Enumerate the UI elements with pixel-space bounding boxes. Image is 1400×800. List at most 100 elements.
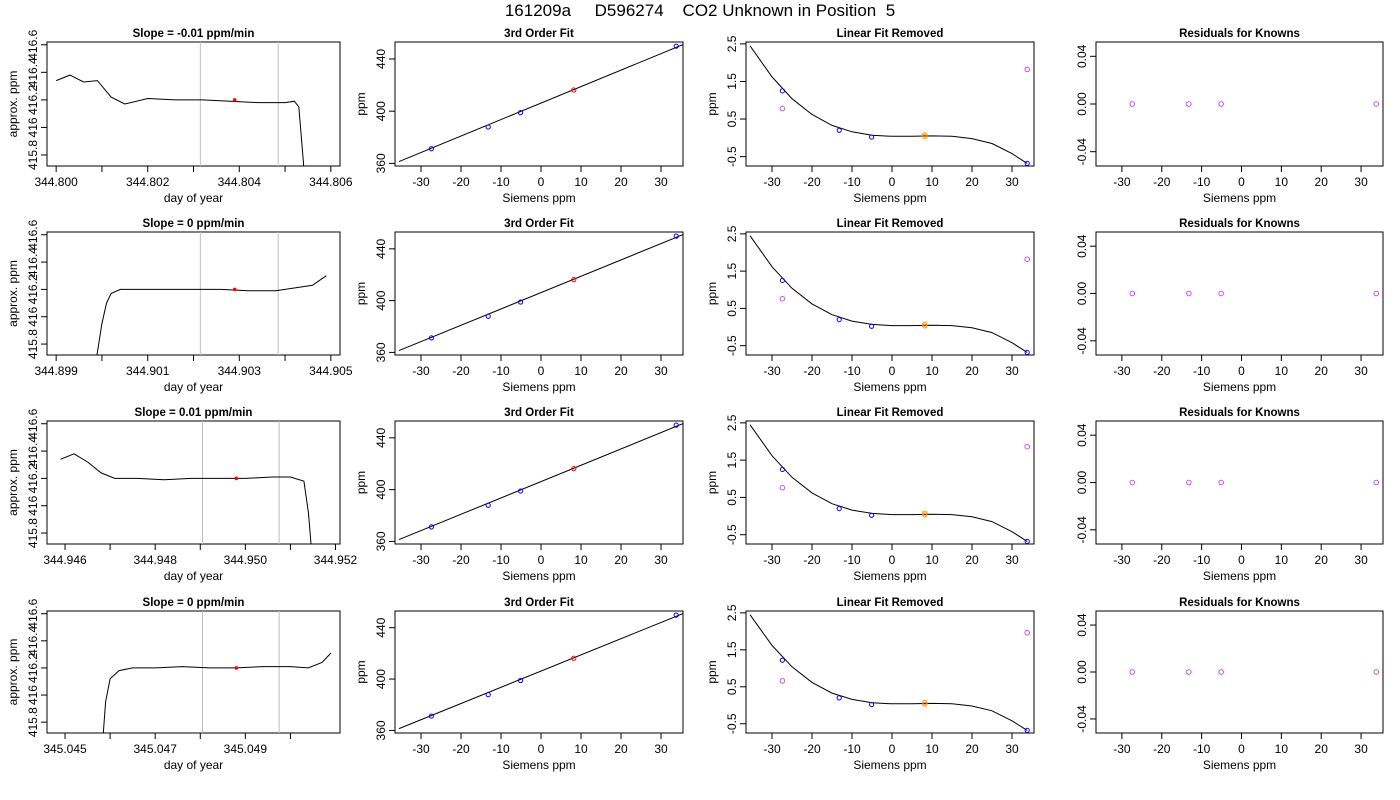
y-axis-label: approx. ppm xyxy=(6,260,20,327)
trace-line xyxy=(96,275,327,355)
y-tick-label: 0.00 xyxy=(1075,660,1089,684)
x-tick-label: -10 xyxy=(1193,742,1211,756)
known-point xyxy=(836,316,842,323)
x-tick-label: 20 xyxy=(965,742,979,756)
x-tick-label: -20 xyxy=(1153,553,1171,567)
open-point xyxy=(1186,290,1192,297)
y-tick-label: -0.04 xyxy=(1075,327,1089,355)
open-point xyxy=(1024,630,1030,636)
open-point xyxy=(1373,669,1379,675)
x-tick-label: 0 xyxy=(889,553,896,567)
x-tick-label: 0 xyxy=(889,364,896,378)
panel-trace-2: Slope = 0 ppm/min 344.899 344.901 344.903 34… xyxy=(6,218,353,394)
x-tick-label: -30 xyxy=(412,175,430,189)
x-tick-label: 344.901 xyxy=(126,364,170,378)
fit-line xyxy=(398,613,683,730)
known-point xyxy=(779,657,786,663)
open-point xyxy=(1024,443,1030,450)
panel-title: Residuals for Knowns xyxy=(1179,28,1300,40)
y-tick-label: 416.6 xyxy=(26,219,40,249)
x-tick-label: -10 xyxy=(492,742,510,756)
open-point xyxy=(1218,479,1224,486)
y-tick-label: 416.6 xyxy=(26,408,40,438)
x-tick-label: 344.903 xyxy=(218,364,262,378)
x-tick-label: 344.948 xyxy=(133,553,177,567)
fit-curve xyxy=(749,614,1028,731)
known-point xyxy=(673,612,679,618)
panel-trace-4: Slope = 0 ppm/min 345.045 345.047 345.049 41… xyxy=(6,597,341,772)
y-tick-label: 400 xyxy=(374,479,388,499)
x-tick-label: -10 xyxy=(843,553,861,567)
y-tick-label: 416.4 xyxy=(26,625,40,655)
panel-fit-4: 3rd Order Fit -30 -20 -10 0 10 20 30 360 400 440 Si… xyxy=(354,597,684,772)
y-tick-label: 360 xyxy=(374,342,388,362)
panel-title: Slope = 0 ppm/min xyxy=(143,597,245,609)
data-layer xyxy=(60,421,312,544)
panel-trace-1: Slope = -0.01 ppm/min 344.800 344.802 344.8… xyxy=(6,28,353,205)
x-tick-label: 20 xyxy=(1315,175,1329,189)
fit-line xyxy=(398,44,683,163)
x-tick-label: 10 xyxy=(925,364,939,378)
x-tick-label: -20 xyxy=(452,553,470,567)
x-tick-label: 344.946 xyxy=(43,553,87,567)
y-tick-label: 416 xyxy=(26,306,40,326)
panel-fit-1: 3rd Order Fit -30 -20 -10 0 10 20 30 360 400 440 Si… xyxy=(354,28,684,205)
x-tick-label: 0 xyxy=(1238,742,1245,756)
open-point xyxy=(1129,479,1136,486)
y-tick-label: 0.00 xyxy=(1075,92,1089,116)
plot-frame xyxy=(394,41,684,167)
x-tick-label: -10 xyxy=(492,364,510,378)
y-axis-label: ppm xyxy=(354,660,368,683)
unknown-point xyxy=(922,701,928,707)
mean-point xyxy=(234,666,239,670)
x-tick-label: -30 xyxy=(763,742,781,756)
fit-line xyxy=(398,423,683,541)
fit-curve xyxy=(749,424,1028,542)
x-tick-label: 0 xyxy=(538,553,545,567)
panel-title: Linear Fit Removed xyxy=(837,597,944,609)
y-tick-label: 416.4 xyxy=(26,57,40,87)
panel-title: Linear Fit Removed xyxy=(837,28,944,40)
x-tick-label: 344.800 xyxy=(34,175,78,189)
x-tick-label: 10 xyxy=(574,553,588,567)
y-tick-label: -0.04 xyxy=(1075,516,1089,544)
open-point xyxy=(1218,290,1224,297)
data-layer xyxy=(749,614,1030,733)
x-tick-label: 344.806 xyxy=(309,175,353,189)
unknown-point xyxy=(571,655,577,661)
plot-frame xyxy=(46,420,341,545)
x-tick-label: 0 xyxy=(1238,553,1245,567)
x-tick-label: -20 xyxy=(1153,364,1171,378)
known-point xyxy=(836,127,842,133)
panel-title: Linear Fit Removed xyxy=(837,218,944,230)
y-axis-label: ppm xyxy=(705,471,719,494)
y-tick-label: 416.2 xyxy=(26,463,40,493)
y-tick-label: 416.4 xyxy=(26,436,40,466)
mean-point xyxy=(234,476,239,481)
y-tick-label: 0.04 xyxy=(1075,234,1089,258)
y-tick-label: 416.2 xyxy=(26,85,40,115)
panel-title: Slope = -0.01 ppm/min xyxy=(133,28,255,40)
data-layer xyxy=(749,235,1030,355)
known-point xyxy=(518,677,524,684)
x-tick-label: 0 xyxy=(1238,364,1245,378)
known-point xyxy=(428,146,434,152)
known-point xyxy=(485,692,491,698)
x-tick-label: 345.045 xyxy=(43,742,87,756)
panel-title: Slope = 0.01 ppm/min xyxy=(135,407,253,419)
plot-frame xyxy=(1095,41,1384,167)
x-tick-label: 10 xyxy=(1275,742,1289,756)
x-tick-label: 20 xyxy=(614,175,628,189)
open-point xyxy=(1024,256,1030,262)
known-point xyxy=(836,505,842,512)
x-tick-label: 10 xyxy=(925,553,939,567)
data-layer xyxy=(1129,101,1379,107)
x-tick-label: -20 xyxy=(452,175,470,189)
y-tick-label: 400 xyxy=(374,290,388,310)
open-point xyxy=(779,295,786,302)
x-axis-label: day of year xyxy=(164,380,223,394)
x-tick-label: -20 xyxy=(452,364,470,378)
x-tick-label: 0 xyxy=(889,175,896,189)
panel-fit-2: 3rd Order Fit -30 -20 -10 0 10 20 30 360 400 440 Si… xyxy=(354,218,684,394)
